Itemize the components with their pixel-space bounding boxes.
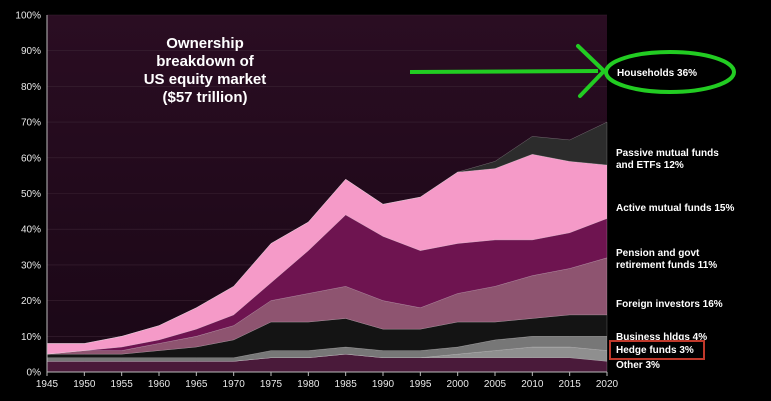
y-tick-label: 10%: [21, 332, 41, 343]
x-tick-label: 2020: [596, 379, 619, 390]
series-areas: [46, 121, 608, 373]
y-tick-label: 100%: [15, 11, 41, 22]
x-tick-label: 1960: [148, 379, 171, 390]
label-business: Business hldgs 4%: [616, 332, 707, 343]
area-business-hldgs: [46, 336, 608, 362]
y-tick-label: 30%: [21, 260, 41, 271]
title-line-3: US equity market: [144, 71, 267, 88]
chart-title: Ownership breakdown of US equity market …: [144, 35, 267, 106]
area-hedge-funds: [47, 346, 608, 362]
arrow-head-icon: [576, 44, 606, 98]
label-pension-line-1: Pension and govt: [616, 248, 700, 259]
x-tick-label: 1970: [223, 379, 246, 390]
highlight-ellipse: [604, 50, 736, 94]
label-passive-line-2: and ETFs 12%: [616, 160, 684, 171]
arrow-shaft: [409, 69, 599, 74]
y-tick-label: 40%: [21, 225, 41, 236]
label-passive-line-1: Passive mutual funds: [616, 148, 719, 159]
label-active: Active mutual funds 15%: [616, 203, 734, 214]
label-other: Other 3%: [616, 360, 660, 371]
area-active-mutual-funds: [46, 214, 608, 355]
label-foreign: Foreign investors 16%: [616, 299, 723, 310]
annotation-arrow: [409, 44, 736, 98]
x-axis: 1945 1950 1955 1960 1965 1970 1975 1980 1985 1990…: [36, 372, 619, 390]
x-tick-label: 1945: [36, 379, 59, 390]
title-line-4: ($57 trillion): [162, 89, 247, 106]
x-tick-label: 2010: [521, 379, 544, 390]
x-tick-label: 2005: [484, 379, 507, 390]
x-tick-label: 1975: [260, 379, 283, 390]
y-tick-label: 60%: [21, 153, 41, 164]
y-tick-label: 80%: [21, 82, 41, 93]
label-households: Households 36%: [617, 68, 697, 79]
x-tick-label: 1995: [409, 379, 432, 390]
area-households: [47, 121, 608, 344]
x-tick-label: 1985: [335, 379, 358, 390]
x-tick-label: 1965: [185, 379, 208, 390]
label-hedge: Hedge funds 3%: [616, 345, 694, 356]
x-tick-label: 1950: [73, 379, 96, 390]
title-line-1: Ownership: [166, 35, 244, 52]
x-tick-label: 1990: [372, 379, 395, 390]
x-tick-label: 1980: [297, 379, 320, 390]
x-tick-label: 2015: [559, 379, 582, 390]
area-passive-mutual-funds-and-etfs: [46, 153, 608, 355]
hedge-funds-highlight-box: [609, 340, 705, 360]
series-labels: Households 36% Passive mutual funds and …: [616, 68, 734, 371]
y-tick-label: 50%: [21, 189, 41, 200]
y-tick-label: 70%: [21, 118, 41, 129]
area-pension-and-govt-retirement-funds: [46, 257, 608, 355]
x-tick-label: 1955: [111, 379, 134, 390]
y-tick-label: 20%: [21, 296, 41, 307]
x-tick-label: 2000: [447, 379, 470, 390]
y-tick-label: 0%: [27, 368, 42, 379]
y-axis: 0% 10% 20% 30% 40% 50% 60% 70% 80% 90% 100%: [15, 11, 41, 379]
label-pension-line-2: retirement funds 11%: [616, 260, 717, 271]
area-foreign-investors: [46, 314, 608, 358]
y-tick-label: 90%: [21, 46, 41, 57]
title-line-2: breakdown of: [156, 53, 255, 70]
